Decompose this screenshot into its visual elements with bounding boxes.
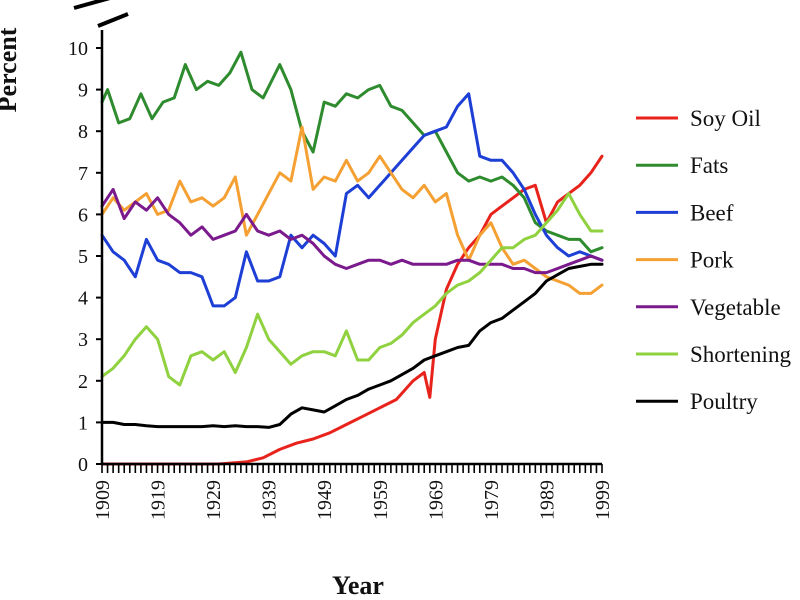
legend-label-vegetable: Vegetable [690,295,781,320]
legend-label-shortening: Shortening [690,342,791,367]
legend-label-beef: Beef [690,200,734,225]
series-line-beef [100,92,604,308]
x-tick-label: 1919 [148,480,170,520]
y-tick-label: 7 [78,163,88,185]
x-tick-label: 1989 [536,480,558,520]
x-tick-label: 1909 [92,480,114,520]
series-line-shortening [100,192,604,387]
y-tick-label: 3 [78,329,88,351]
series-line-vegetable [100,187,604,275]
y-tick-label: 5 [78,246,88,268]
x-tick-label: 1949 [314,480,336,520]
x-tick-label: 1979 [481,480,503,520]
x-tick-label: 1969 [425,480,447,520]
y-tick-label: 6 [78,204,88,226]
y-tick-label: 4 [78,288,88,310]
series-line-poultry [100,262,604,429]
series-line-pork [100,125,604,295]
y-tick-label: 9 [78,80,88,102]
axis-break-marks [73,0,129,28]
series-line-soy-oil [100,154,604,466]
axis-break-mark-top [73,0,111,10]
y-tick-label: 0 [78,454,88,476]
series-line-fats [100,50,604,254]
x-tick-label: 1999 [592,480,614,520]
x-tick-label: 1939 [259,480,281,520]
legend-label-poultry: Poultry [690,389,758,414]
legend-label-fats: Fats [690,153,728,178]
y-axis-label: Percent [0,27,22,112]
y-tick-label: 10 [68,38,88,60]
x-axis-label: Year [332,571,384,600]
legend-label-pork: Pork [690,248,734,273]
x-tick-label: 1959 [370,480,392,520]
y-tick-label: 8 [78,121,88,143]
y-tick-label: 2 [78,371,88,393]
axis-break-mark-bottom [97,12,129,28]
x-tick-label: 1929 [203,480,225,520]
y-tick-label: 1 [78,412,88,434]
legend-label-soy-oil: Soy Oil [690,106,761,131]
